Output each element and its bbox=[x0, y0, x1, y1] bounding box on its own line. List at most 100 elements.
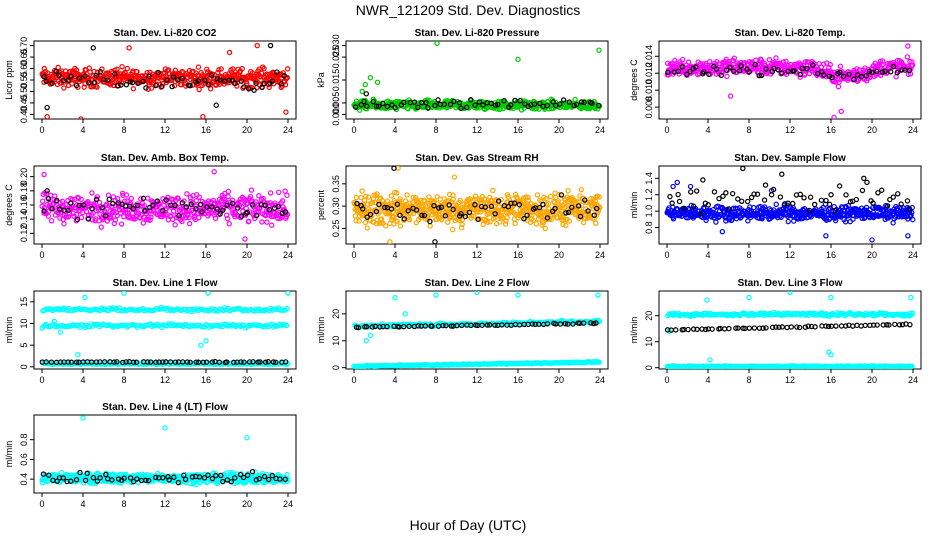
data-point bbox=[242, 236, 248, 242]
data-point bbox=[114, 359, 120, 365]
x-tick-label: 12 bbox=[785, 375, 795, 385]
y-tick-label: 0.55 bbox=[19, 71, 29, 89]
data-point bbox=[262, 212, 269, 219]
data-point bbox=[560, 221, 566, 228]
y-tick-label: 0.60 bbox=[19, 60, 29, 78]
y-axis-label: percent bbox=[316, 189, 326, 220]
data-point bbox=[216, 202, 222, 208]
x-tick-label: 0 bbox=[664, 250, 669, 260]
data-point bbox=[864, 78, 870, 84]
y-tick-label: 5 bbox=[19, 343, 29, 348]
data-point bbox=[832, 207, 838, 214]
data-point bbox=[863, 73, 869, 79]
data-point bbox=[199, 209, 205, 215]
data-point bbox=[208, 72, 215, 78]
data-point bbox=[577, 213, 584, 220]
data-point bbox=[797, 71, 803, 78]
data-point bbox=[45, 196, 52, 202]
data-point bbox=[540, 220, 546, 226]
y-tick-label: 0.030 bbox=[331, 34, 341, 57]
y-tick-label: 0.010 bbox=[644, 79, 654, 102]
data-point bbox=[258, 70, 265, 77]
data-point bbox=[353, 218, 359, 224]
data-point bbox=[427, 223, 433, 229]
data-point bbox=[61, 221, 67, 227]
data-point bbox=[558, 192, 565, 198]
data-point bbox=[251, 212, 257, 219]
data-point bbox=[832, 217, 839, 224]
y-tick-label: 0.35 bbox=[331, 175, 341, 193]
data-point bbox=[267, 42, 274, 49]
data-point bbox=[246, 218, 252, 224]
data-point bbox=[719, 228, 726, 235]
data-point bbox=[525, 197, 531, 203]
data-point bbox=[382, 204, 388, 211]
data-point bbox=[214, 206, 220, 212]
data-point bbox=[890, 63, 897, 70]
data-point bbox=[729, 217, 735, 223]
y-tick-label: 0.015 bbox=[331, 69, 341, 92]
data-point bbox=[472, 102, 478, 108]
data-point bbox=[669, 200, 675, 206]
data-point bbox=[910, 216, 916, 223]
data-point bbox=[365, 201, 371, 207]
data-point bbox=[905, 233, 911, 239]
plot-frame bbox=[345, 290, 609, 370]
data-point bbox=[170, 196, 176, 203]
x-tick-label: 0 bbox=[39, 375, 44, 385]
data-point bbox=[716, 195, 722, 202]
data-point bbox=[140, 195, 147, 202]
data-point bbox=[485, 219, 491, 225]
data-point bbox=[790, 200, 796, 207]
data-point bbox=[827, 61, 833, 68]
data-point bbox=[571, 102, 577, 109]
data-point bbox=[205, 198, 212, 204]
data-point bbox=[282, 359, 289, 365]
data-point bbox=[432, 102, 438, 109]
x-tick-label: 12 bbox=[160, 375, 170, 385]
data-point bbox=[48, 218, 55, 224]
x-tick-label: 0 bbox=[664, 375, 669, 385]
data-point bbox=[76, 75, 83, 81]
x-tick-label: 16 bbox=[201, 125, 211, 135]
data-point bbox=[441, 101, 447, 108]
data-point bbox=[674, 179, 680, 186]
x-tick-label: 12 bbox=[160, 250, 170, 260]
data-point bbox=[415, 104, 421, 110]
y-tick-label: 0.14 bbox=[19, 210, 29, 228]
data-point bbox=[184, 191, 190, 197]
data-point bbox=[364, 103, 370, 109]
data-point bbox=[469, 213, 475, 219]
data-point bbox=[904, 54, 911, 60]
data-point bbox=[847, 199, 854, 205]
data-point bbox=[175, 77, 181, 83]
data-point bbox=[487, 219, 493, 225]
data-point bbox=[700, 61, 706, 67]
data-point bbox=[259, 84, 265, 91]
y-tick-label: 1.4 bbox=[644, 172, 654, 185]
y-axis-label: ml/min bbox=[629, 317, 639, 344]
data-point bbox=[826, 201, 833, 208]
x-tick-label: 20 bbox=[554, 125, 564, 135]
data-point bbox=[184, 359, 191, 365]
data-point bbox=[444, 198, 450, 204]
data-point bbox=[869, 237, 875, 243]
data-point bbox=[679, 56, 686, 63]
data-point bbox=[687, 68, 693, 75]
data-point bbox=[232, 80, 238, 87]
data-point bbox=[811, 201, 818, 208]
data-point bbox=[446, 191, 453, 198]
x-tick-label: 16 bbox=[201, 250, 211, 260]
data-point bbox=[675, 68, 682, 74]
y-tick-label: 0.25 bbox=[331, 220, 341, 238]
data-point bbox=[876, 61, 883, 67]
data-point bbox=[68, 73, 74, 79]
data-point bbox=[740, 166, 746, 172]
data-point bbox=[224, 359, 230, 365]
data-point bbox=[823, 197, 829, 204]
data-point bbox=[713, 219, 719, 225]
data-point bbox=[560, 97, 567, 103]
data-point bbox=[818, 197, 825, 203]
